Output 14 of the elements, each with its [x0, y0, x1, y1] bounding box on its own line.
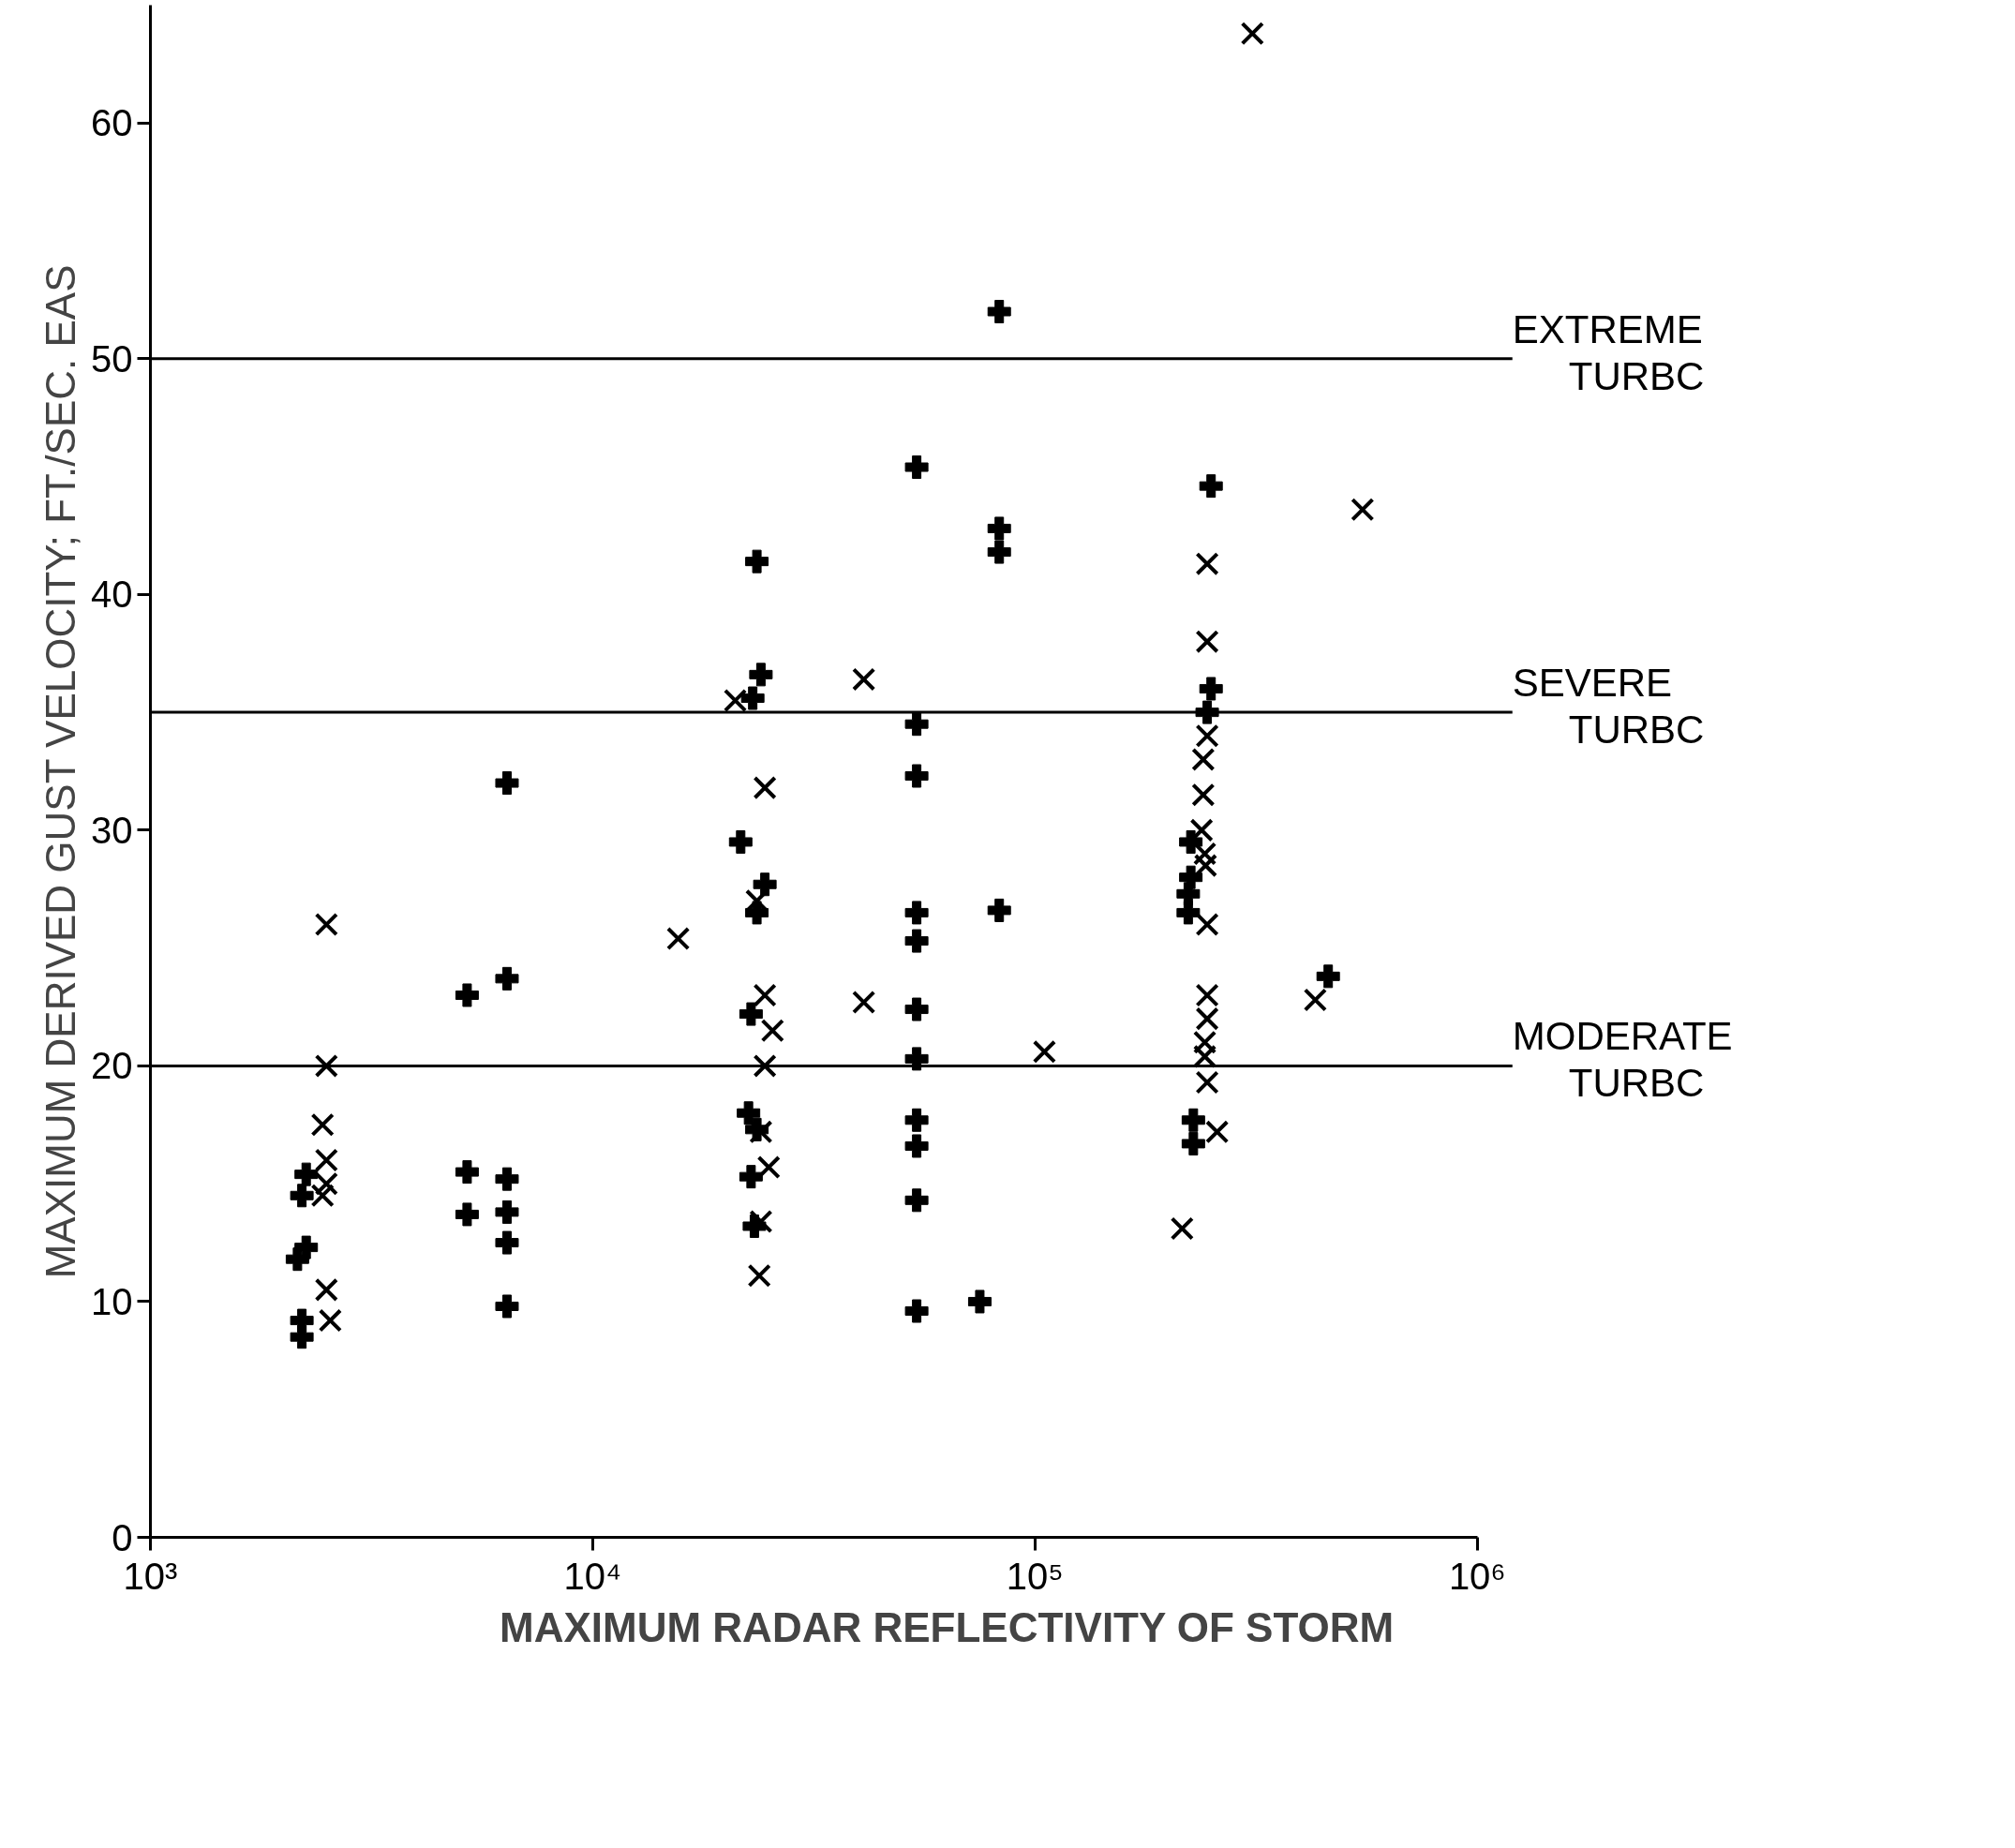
x-tick-label: 10⁵ [1006, 1555, 1064, 1597]
y-tick-label: 20 [91, 1045, 133, 1087]
ref-line-label: EXTREME TURBC [1512, 306, 1705, 398]
y-tick-label: 30 [91, 809, 133, 851]
x-axis-title: MAXIMUM RADAR REFLECTIVITY OF STORM [500, 1603, 1395, 1650]
y-axis-title: MAXIMUM DERIVED GUST VELOCITY; FT./SEC. EAS [37, 264, 84, 1279]
ref-line-label: MODERATE TURBC [1512, 1014, 1733, 1106]
y-tick-label: 40 [91, 574, 133, 616]
y-tick-label: 60 [91, 102, 133, 144]
x-tick-label: 10⁶ [1448, 1555, 1506, 1597]
ref-line-label: SEVERE TURBC [1512, 661, 1705, 753]
y-tick-label: 50 [91, 337, 133, 380]
x-tick-label: 10⁴ [563, 1555, 622, 1597]
y-tick-label: 10 [91, 1280, 133, 1322]
